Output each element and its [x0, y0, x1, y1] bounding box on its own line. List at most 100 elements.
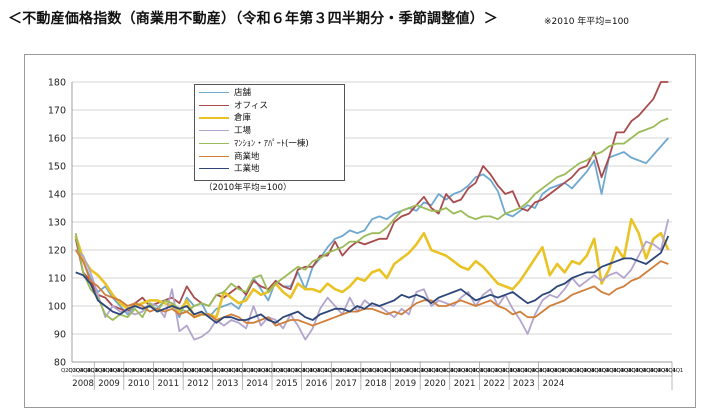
- x-tick-label: Q2Q3Q4Q1: [91, 368, 121, 374]
- legend-swatch: [199, 130, 229, 132]
- y-tick-label: 100: [48, 302, 66, 313]
- series-line: [74, 117, 669, 321]
- series-line: [74, 137, 669, 319]
- year-label: 2022: [483, 379, 505, 389]
- x-tick-label: Q2Q3Q4Q1: [394, 368, 424, 374]
- x-tick-label: Q2Q3Q4Q1: [246, 368, 276, 374]
- legend: 店舗オフィス倉庫工場 ﾏﾝｼｮﾝ・ｱﾊﾟｰﾄ(一棟) 商業地工業地: [194, 84, 345, 181]
- x-tick-label: Q2Q3Q4Q1: [98, 368, 128, 374]
- x-tick-label: Q2Q3Q4Q1: [194, 368, 224, 374]
- legend-label: 商業地: [234, 151, 260, 162]
- y-tick-label: 90: [54, 330, 66, 341]
- series-line: [74, 81, 669, 313]
- year-label: 2023: [513, 379, 535, 389]
- x-tick-label: Q2Q3Q4Q1: [654, 368, 684, 374]
- x-tick-label: Q2Q3Q4Q1: [283, 368, 313, 374]
- x-tick-label: Q2Q3Q4Q1: [342, 368, 372, 374]
- x-tick-label: Q2Q3Q4Q1: [113, 368, 143, 374]
- x-tick-label: Q2Q3Q4Q1: [365, 368, 395, 374]
- x-tick-label: Q2Q3Q4Q1: [135, 368, 165, 374]
- legend-item: 工業地: [199, 164, 260, 175]
- y-tick-label: 120: [48, 246, 66, 257]
- x-tick-label: Q2Q3Q4Q1: [409, 368, 439, 374]
- legend-swatch: [199, 116, 229, 119]
- x-tick-label: Q2Q3Q4Q1: [120, 368, 150, 374]
- legend-swatch: [199, 155, 229, 157]
- x-tick-label: Q2Q3Q4Q1: [602, 368, 632, 374]
- x-tick-label: Q2Q3Q4Q1: [61, 368, 91, 374]
- legend-item: 工場: [199, 126, 251, 137]
- x-tick-label: Q2Q3Q4Q1: [298, 368, 328, 374]
- x-tick-label: Q2Q3Q4Q1: [439, 368, 469, 374]
- x-tick-label: Q2Q3Q4Q1: [128, 368, 158, 374]
- y-tick-label: 130: [48, 218, 66, 229]
- base-year-note: ※2010 年平均=100: [544, 17, 630, 27]
- x-tick-label: Q2Q3Q4Q1: [535, 368, 565, 374]
- year-label: 2011: [157, 379, 179, 389]
- x-tick-label: Q2Q3Q4Q1: [209, 368, 239, 374]
- x-tick-label: Q2Q3Q4Q1: [446, 368, 476, 374]
- x-tick-label: Q2Q3Q4Q1: [291, 368, 321, 374]
- year-label: 2013: [217, 379, 239, 389]
- x-tick-label: Q2Q3Q4Q1: [557, 368, 587, 374]
- x-tick-label: Q2Q3Q4Q1: [150, 368, 180, 374]
- legend-item: オフィス: [199, 101, 268, 112]
- y-tick-label: 180: [48, 78, 66, 89]
- legend-swatch: [199, 104, 229, 106]
- year-label: 2015: [276, 379, 298, 389]
- legend-swatch: [199, 168, 229, 170]
- x-tick-label: Q2Q3Q4Q1: [505, 368, 535, 374]
- legend-swatch: [199, 92, 229, 93]
- chart-frame: [24, 54, 696, 408]
- year-label: 2016: [306, 379, 328, 389]
- year-label: 2019: [395, 379, 417, 389]
- x-tick-label: Q2Q3Q4Q1: [68, 368, 98, 374]
- x-tick-label: Q2Q3Q4Q1: [483, 368, 513, 374]
- x-tick-label: Q2Q3Q4Q1: [268, 368, 298, 374]
- x-tick-label: Q2Q3Q4Q1: [565, 368, 595, 374]
- x-tick-label: Q2Q3Q4Q1: [305, 368, 335, 374]
- x-tick-label: Q2Q3Q4Q1: [498, 368, 528, 374]
- legend-label: 店舗: [234, 88, 252, 98]
- x-tick-label: Q2Q3Q4Q1: [254, 368, 284, 374]
- legend-label: オフィス: [234, 100, 268, 111]
- y-tick-label: 140: [48, 190, 66, 201]
- legend-item: 倉庫: [199, 113, 251, 124]
- x-tick-label: Q2Q3Q4Q1: [594, 368, 624, 374]
- x-tick-label: Q2Q3Q4Q1: [231, 368, 261, 374]
- legend-label: 工場: [234, 126, 252, 137]
- x-tick-label: Q2Q3Q4Q1: [328, 368, 358, 374]
- x-tick-label: Q2Q3Q4Q1: [387, 368, 417, 374]
- x-tick-label: Q2Q3Q4Q1: [224, 368, 254, 374]
- x-tick-label: Q2Q3Q4Q1: [631, 368, 661, 374]
- legend-swatch: [199, 142, 229, 144]
- x-tick-label: Q2Q3Q4Q1: [105, 368, 135, 374]
- x-tick-label: Q2Q3Q4Q1: [76, 368, 106, 374]
- x-tick-label: Q2Q3Q4Q1: [202, 368, 232, 374]
- year-label: 2012: [187, 379, 209, 389]
- x-tick-label: Q2Q3Q4Q1: [172, 368, 202, 374]
- x-tick-label: Q2Q3Q4Q1: [179, 368, 209, 374]
- x-tick-label: Q2Q3Q4Q1: [320, 368, 350, 374]
- page-title: ＜不動産価格指数（商業用不動産）（令和６年第３四半期分・季節調整値）＞: [8, 11, 498, 27]
- year-label: 2017: [335, 379, 357, 389]
- x-tick-label: Q2Q3Q4Q1: [142, 368, 172, 374]
- x-tick-label: Q2Q3Q4Q1: [372, 368, 402, 374]
- year-label: 2021: [454, 379, 476, 389]
- x-tick-label: Q2Q3Q4Q1: [261, 368, 291, 374]
- x-tick-label: Q2Q3Q4Q1: [624, 368, 654, 374]
- legend-item: ﾏﾝｼｮﾝ・ｱﾊﾟｰﾄ(一棟): [199, 139, 309, 150]
- x-tick-label: Q2Q3Q4Q1: [528, 368, 558, 374]
- x-tick-label: Q2Q3Q4Q1: [187, 368, 217, 374]
- x-tick-label: Q2Q3Q4Q1: [639, 368, 669, 374]
- year-label: 2008: [72, 379, 94, 389]
- x-tick-label: Q2Q3Q4Q1: [491, 368, 521, 374]
- x-tick-label: Q2Q3Q4Q1: [513, 368, 543, 374]
- series-line: [75, 218, 670, 341]
- year-label: 2018: [365, 379, 387, 389]
- x-tick-label: Q2Q3Q4Q1: [335, 368, 365, 374]
- series-line: [74, 249, 669, 327]
- series-line: [75, 235, 670, 324]
- x-tick-label: Q2Q3Q4Q1: [520, 368, 550, 374]
